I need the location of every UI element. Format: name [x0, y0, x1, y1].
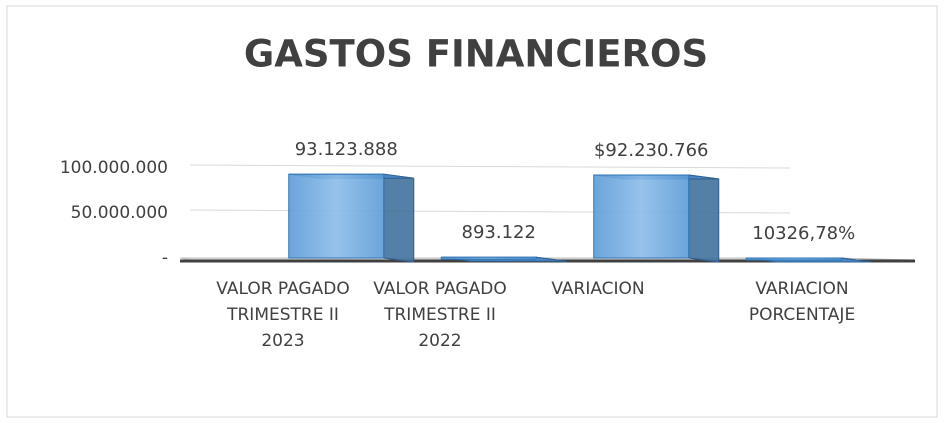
value-label: $92.230.766: [594, 140, 709, 161]
bar: [288, 173, 415, 263]
x-tick-label: VARIACION: [551, 279, 645, 299]
bar-front: [593, 174, 690, 259]
bar: [593, 174, 720, 263]
bar-front: [288, 173, 385, 259]
bar-front: [440, 256, 537, 260]
chart-title: GASTOS FINANCIEROS: [244, 33, 708, 76]
value-label: 10326,78%: [752, 223, 855, 244]
bar: [440, 256, 567, 263]
x-tick-label: VALOR PAGADO TRIMESTRE II 2023: [216, 279, 350, 351]
y-tick-label: 50.000.000: [71, 203, 168, 223]
bar-side: [383, 173, 415, 263]
x-tick-label: VALOR PAGADO TRIMESTRE II 2022: [373, 279, 507, 351]
value-label: 893.122: [462, 222, 536, 243]
grid-line: [189, 164, 791, 169]
bar-side: [688, 174, 720, 263]
value-label: 93.123.888: [295, 139, 398, 160]
x-tick-label: VARIACION PORCENTAJE: [748, 279, 856, 325]
y-tick-label: -: [162, 248, 168, 268]
bar: [745, 257, 872, 263]
bar-front: [745, 257, 842, 261]
y-tick-label: 100.000.000: [60, 158, 168, 178]
